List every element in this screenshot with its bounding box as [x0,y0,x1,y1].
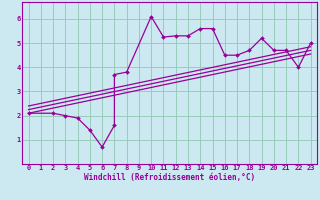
X-axis label: Windchill (Refroidissement éolien,°C): Windchill (Refroidissement éolien,°C) [84,173,255,182]
